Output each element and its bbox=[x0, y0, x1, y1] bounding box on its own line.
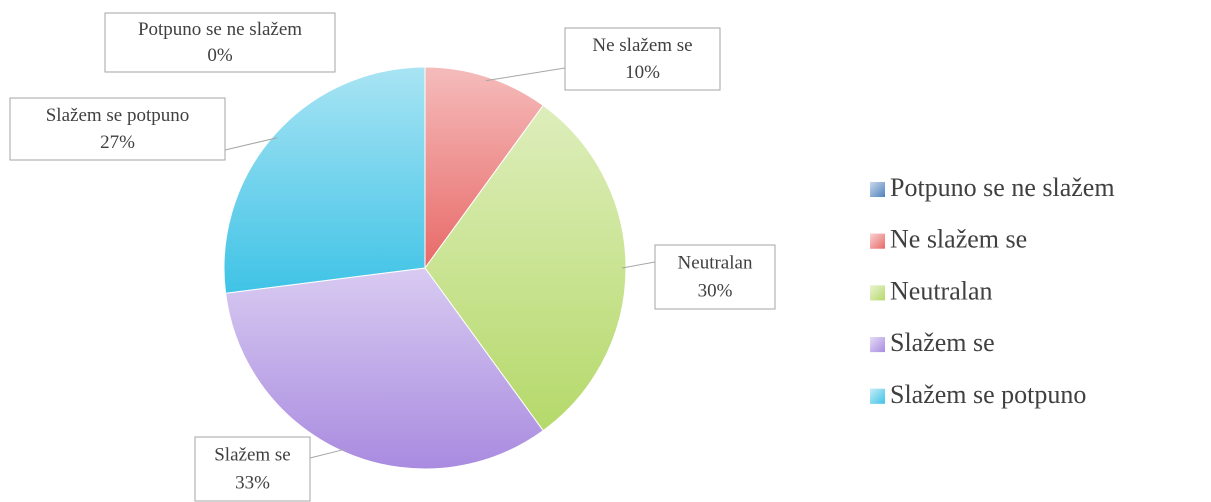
data-label-value: 27% bbox=[100, 132, 135, 153]
data-label-value: 30% bbox=[698, 281, 733, 302]
label-box bbox=[9, 97, 226, 161]
leader-line bbox=[224, 137, 278, 151]
legend-swatch-shade bbox=[870, 388, 885, 404]
leader-line bbox=[621, 261, 656, 269]
data-label-value: 33% bbox=[235, 473, 270, 494]
data-label-name: Slažem se bbox=[214, 445, 291, 466]
legend-swatch-shade bbox=[870, 182, 885, 197]
legend-label: Potpuno se ne slažem bbox=[890, 173, 1115, 202]
label-box bbox=[564, 27, 721, 91]
data-label-name: Slažem se potpuno bbox=[46, 105, 190, 126]
label-box bbox=[194, 436, 311, 502]
legend-swatch-shade bbox=[870, 233, 885, 249]
data-label-name: Neutralan bbox=[678, 253, 753, 274]
pie-slice bbox=[223, 66, 426, 294]
leader-line bbox=[485, 67, 566, 82]
data-label-name: Ne slažem se bbox=[592, 35, 692, 56]
data-label-name: Potpuno se ne slažem bbox=[138, 19, 302, 40]
label-box bbox=[104, 12, 336, 73]
legend-label: Neutralan bbox=[890, 276, 993, 305]
legend-label: Slažem se bbox=[890, 328, 995, 357]
legend-swatch-shade bbox=[870, 337, 885, 353]
data-label-value: 0% bbox=[207, 45, 233, 66]
legend-label: Slažem se potpuno bbox=[890, 380, 1086, 409]
legend-label: Ne slažem se bbox=[890, 225, 1027, 254]
leader-line bbox=[309, 448, 347, 459]
legend-swatch-shade bbox=[870, 285, 885, 301]
data-label-value: 10% bbox=[625, 62, 660, 83]
label-box bbox=[654, 244, 776, 310]
